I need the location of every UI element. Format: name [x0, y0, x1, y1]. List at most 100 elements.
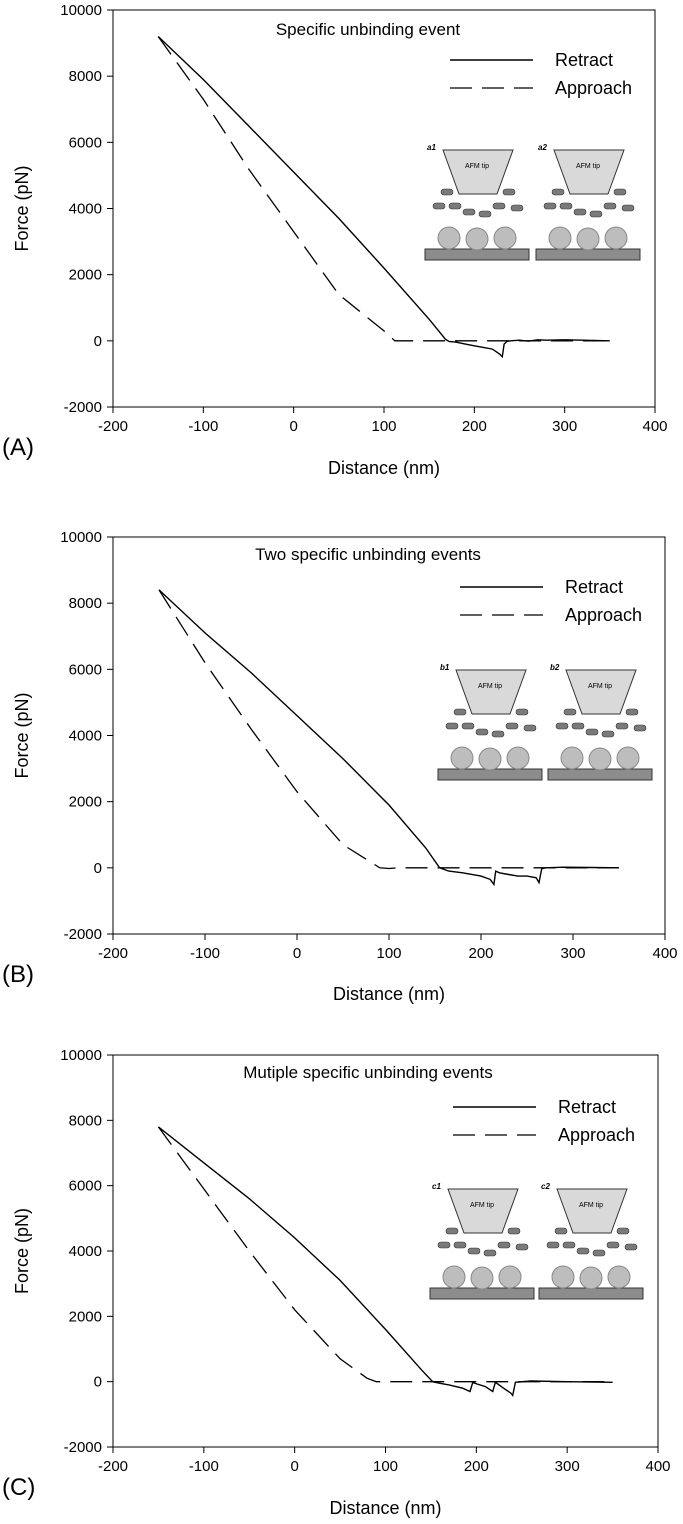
- antibody: [445, 1227, 459, 1235]
- antibody: [507, 1227, 521, 1235]
- inset-label: a2: [538, 143, 547, 152]
- surface-protein: [604, 226, 628, 250]
- x-tick-label: -200: [98, 1458, 128, 1475]
- antibody: [585, 728, 599, 736]
- y-tick-label: 8000: [69, 595, 102, 612]
- antibody: [505, 722, 519, 730]
- substrate: [535, 248, 641, 261]
- x-axis-label: Distance (nm): [329, 1498, 441, 1518]
- substrate: [538, 1287, 644, 1300]
- afm-tip-label: AFM tip: [588, 683, 612, 690]
- antibody: [613, 188, 627, 196]
- substrate: [429, 1287, 535, 1300]
- antibody: [432, 202, 446, 210]
- x-tick-label: -100: [189, 1458, 219, 1475]
- antibody: [483, 1249, 497, 1257]
- series-retract-line: [157, 35, 610, 359]
- antibody: [621, 204, 635, 212]
- y-tick-label: 0: [94, 333, 102, 350]
- substrate: [437, 768, 543, 781]
- surface-protein: [493, 226, 517, 250]
- legend-label-retract: Retract: [565, 577, 623, 597]
- antibody: [562, 1241, 576, 1249]
- surface-protein: [616, 746, 640, 770]
- panel-label: (B): [2, 961, 34, 988]
- y-tick-label: 4000: [69, 728, 102, 745]
- antibody: [491, 730, 505, 738]
- antibody: [448, 202, 462, 210]
- antibody: [510, 204, 524, 212]
- x-tick-label: 200: [462, 418, 487, 435]
- x-tick-label: 300: [555, 1458, 580, 1475]
- surface-protein: [437, 226, 461, 250]
- antibody: [616, 1227, 630, 1235]
- surface-protein: [607, 1265, 631, 1289]
- antibody: [437, 1241, 451, 1249]
- antibody: [592, 1249, 606, 1257]
- antibody: [497, 1241, 511, 1249]
- series-approach-line: [158, 589, 619, 870]
- antibody: [603, 202, 617, 210]
- y-tick-label: 4000: [69, 1243, 102, 1260]
- antibody: [502, 188, 516, 196]
- afm-tip-label: AFM tip: [478, 683, 502, 690]
- y-tick-label: 6000: [69, 661, 102, 678]
- x-axis-label: Distance (nm): [333, 984, 445, 1004]
- substrate: [424, 248, 530, 261]
- panel-a: -200 -100 0 100 200 300 400 -2000 0 2000 4000 6000 8…: [2, 2, 668, 478]
- x-tick-label: 100: [371, 418, 396, 435]
- antibody: [523, 724, 537, 732]
- x-tick-label: 100: [373, 1458, 398, 1475]
- antibody: [563, 708, 577, 716]
- antibody: [467, 1247, 481, 1255]
- antibody: [453, 708, 467, 716]
- y-axis-label: Force (pN): [12, 692, 32, 778]
- antibody: [515, 1243, 529, 1251]
- x-tick-label: 400: [642, 418, 667, 435]
- x-tick-label: -100: [188, 418, 218, 435]
- legend-label-approach: Approach: [565, 605, 642, 625]
- x-tick-label: 100: [376, 945, 401, 962]
- x-tick-label: 300: [560, 945, 585, 962]
- panel-label: (C): [2, 1474, 35, 1501]
- surface-protein: [576, 227, 600, 251]
- series-approach-line: [157, 36, 610, 342]
- antibody: [546, 1241, 560, 1249]
- antibody: [555, 722, 569, 730]
- series-retract-line: [157, 1126, 613, 1397]
- antibody: [615, 722, 629, 730]
- y-tick-label: 2000: [69, 267, 102, 284]
- panel-c: -200 -100 0 100 200 300 400 -2000 0 2000 4000 6000 8…: [2, 1047, 671, 1518]
- antibody: [589, 210, 603, 218]
- x-tick-label: -100: [190, 945, 220, 962]
- afm-tip-label: AFM tip: [579, 1202, 603, 1209]
- chart-title: Mutiple specific unbinding events: [243, 1063, 492, 1082]
- y-tick-label: 0: [94, 1374, 102, 1391]
- substrate: [547, 768, 653, 781]
- series-retract-line: [158, 589, 620, 887]
- surface-protein: [470, 1266, 494, 1290]
- surface-protein: [548, 226, 572, 250]
- inset-label: b2: [550, 663, 560, 672]
- y-axis-label: Force (pN): [12, 165, 32, 251]
- y-tick-label: 10000: [60, 529, 102, 546]
- antibody: [478, 210, 492, 218]
- afm-tip-label: AFM tip: [576, 163, 600, 170]
- antibody: [461, 722, 475, 730]
- afm-tip: [553, 149, 625, 195]
- antibody: [453, 1241, 467, 1249]
- y-tick-label: 8000: [69, 1112, 102, 1129]
- inset-label: b1: [440, 663, 450, 672]
- y-tick-label: 0: [94, 860, 102, 877]
- series-approach-line: [157, 1126, 613, 1383]
- surface-protein: [465, 227, 489, 251]
- antibody: [492, 202, 506, 210]
- legend-label-retract: Retract: [558, 1097, 616, 1117]
- antibody: [543, 202, 557, 210]
- x-tick-label: 300: [552, 418, 577, 435]
- afm-tip: [447, 1188, 519, 1234]
- y-tick-label: -2000: [64, 926, 102, 943]
- surface-protein: [588, 747, 612, 771]
- x-tick-label: 0: [290, 1458, 298, 1475]
